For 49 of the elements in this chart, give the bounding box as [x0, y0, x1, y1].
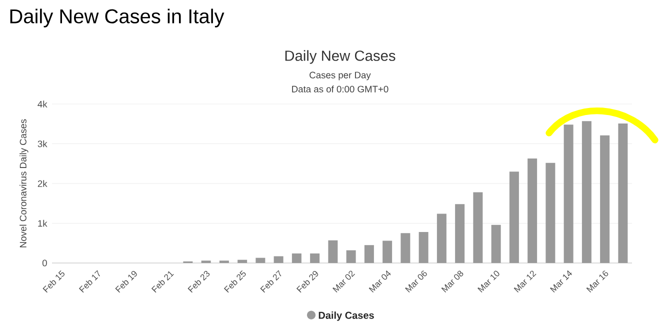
x-tick-label: Mar 04 — [368, 270, 391, 293]
x-tick-label: Mar 16 — [586, 270, 608, 293]
x-tick-label: Feb 23 — [188, 270, 210, 293]
bar — [455, 204, 465, 263]
bar — [238, 260, 248, 263]
x-tick-label: Mar 06 — [405, 270, 427, 293]
x-tick-label: Feb 17 — [78, 270, 100, 293]
bar — [418, 232, 428, 263]
x-tick-label: Mar 08 — [441, 270, 464, 293]
chart-subtitle: Daily New Cases — [285, 50, 396, 64]
bar — [564, 124, 574, 263]
bar — [310, 253, 320, 263]
x-tick-label: Mar 10 — [478, 270, 500, 293]
bar — [436, 214, 446, 263]
text: Cases per Day — [310, 72, 371, 80]
bar — [328, 240, 338, 263]
y-tick-label: 0 — [42, 260, 47, 266]
y-tick-label: 4k — [38, 100, 48, 108]
x-tick-label: Mar 12 — [514, 270, 536, 293]
x-tick-label: Feb 25 — [224, 270, 246, 293]
x-tick-label: Feb 15 — [42, 270, 65, 293]
x-tick-label: Feb 29 — [296, 270, 318, 293]
bar — [382, 240, 392, 263]
bar — [364, 245, 374, 263]
bar — [346, 250, 356, 263]
bar — [473, 192, 483, 263]
y-tick-label: 2k — [38, 180, 48, 187]
bar — [256, 258, 266, 263]
x-tick-label: Feb 27 — [260, 270, 282, 293]
x-tick-label: Mar 14 — [550, 270, 572, 292]
bar — [600, 135, 610, 263]
y-tick-label: 1k — [38, 220, 48, 227]
x-tick-label: Feb 21 — [151, 271, 174, 293]
legend-label: Daily Cases — [318, 312, 374, 321]
bar — [292, 253, 302, 263]
bar — [509, 172, 519, 263]
bar — [274, 256, 284, 263]
bar — [618, 123, 628, 263]
text: Data as of 0:00 GMT+0 — [292, 86, 388, 92]
chart-title: Daily New Cases in Italy — [10, 8, 224, 28]
x-tick-label: Mar 02 — [332, 270, 356, 293]
y-tick-label: 3k — [38, 140, 48, 148]
bar — [582, 121, 592, 263]
bar — [528, 158, 538, 263]
x-tick-label: Feb 19 — [115, 270, 137, 293]
y-axis-title: Novel Coronavirus Daily Cases — [20, 119, 28, 248]
bar — [491, 224, 501, 263]
bar — [546, 162, 556, 263]
bar — [400, 233, 410, 263]
